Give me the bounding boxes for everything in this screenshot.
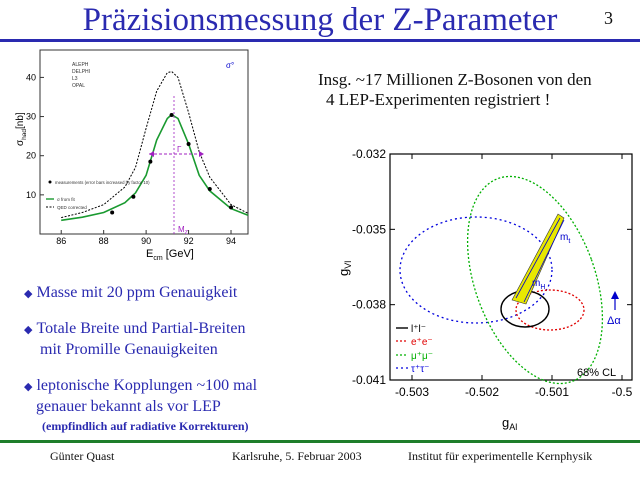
legend-experiment: L3	[72, 76, 78, 82]
data-point	[229, 205, 234, 210]
x-tick-label: 92	[184, 236, 194, 246]
plot-frame	[39, 49, 249, 235]
footer-date: Karlsruhe, 5. Februar 2003	[232, 449, 362, 463]
x-tick-label: 88	[99, 236, 109, 246]
data-point	[110, 210, 115, 215]
x-tick-label: -0.501	[535, 385, 569, 399]
qed-corrected-curve	[61, 70, 249, 219]
diamond-icon: ◆	[24, 324, 33, 336]
svg-text:gVl: gVl	[336, 261, 353, 276]
legend-experiment: ALEPH	[72, 62, 89, 68]
y-axis-label: σ	[15, 139, 26, 146]
mass-label: M	[178, 225, 185, 234]
y-tick-label: 20	[26, 151, 36, 161]
data-point	[148, 159, 153, 164]
electron-contour	[515, 289, 585, 331]
bullet-text-cont: mit Promille Genauigkeiten	[40, 341, 218, 358]
footer-institute: Institut für experimentelle Kernphysik	[408, 449, 593, 463]
x-axis-subscript: Al	[509, 422, 517, 432]
fit-curve	[61, 113, 249, 222]
x-axis-subscript: cm	[153, 255, 163, 262]
legend-entry: e⁺e⁻	[411, 337, 433, 348]
bullet-text: Masse mit 20 ppm Genauigkeit	[36, 284, 238, 301]
legend: l⁺l⁻ e⁺e⁻ μ⁺μ⁻ τ⁺τ⁻	[396, 324, 433, 375]
x-tick-label: 90	[141, 236, 151, 246]
legend-measurements: measurements (error bars increased by fa…	[55, 180, 150, 185]
bullet-couplings: ◆ leptonische Kopplungen ~100 mal genauer…	[24, 376, 257, 417]
bullet-widths: ◆ Totale Breite und Partial-Breiten mit P…	[24, 319, 246, 360]
width-label: Γ	[177, 145, 182, 154]
footer-divider	[0, 440, 640, 443]
intro-line: Insg. ~17 Millionen Z-Bosonen von den	[318, 70, 592, 89]
legend-entry: μ⁺μ⁻	[411, 351, 433, 362]
data-point	[169, 112, 174, 117]
y-tick-label: -0.035	[352, 222, 386, 236]
y-tick-label: 40	[26, 72, 36, 82]
bullet-mass: ◆ Masse mit 20 ppm Genauigkeit	[24, 283, 237, 304]
y-tick-label: -0.032	[352, 147, 386, 161]
y-axis-unit: [nb]	[15, 112, 26, 129]
y-axis-subscript: Vl	[343, 261, 353, 269]
diamond-icon: ◆	[24, 381, 33, 393]
intro-line: 4 LEP-Experimenten registriert !	[326, 90, 551, 109]
lineshape-chart: 86 88 90 92 94 10 20 30 40 σ° ALEPH DELPHI L3 OP…	[15, 49, 249, 262]
x-tick-label: -0.502	[465, 385, 499, 399]
title-divider	[0, 39, 640, 42]
bullet-text-cont: genauer bekannt als vor LEP	[36, 398, 221, 415]
svg-text:Ecm [GeV]: Ecm [GeV]	[146, 248, 194, 262]
confidence-label: 68% CL	[577, 367, 616, 379]
svg-text:mH: mH	[532, 278, 545, 291]
bullet-text: leptonische Kopplungen ~100 mal	[36, 377, 258, 394]
legend-entry: l⁺l⁻	[411, 324, 426, 335]
footer-author: Günter Quast	[50, 449, 115, 463]
x-axis-unit: [GeV]	[163, 248, 194, 260]
diamond-icon: ◆	[24, 288, 33, 300]
mh-subscript: H	[540, 284, 545, 291]
x-tick-label: -0.503	[395, 385, 429, 399]
delta-alpha-arrow	[611, 291, 619, 310]
slide-title: Präzisionsmessung der Z-Parameter	[82, 2, 558, 38]
data-point	[186, 141, 191, 146]
lower-legend: measurements (error bars increased by fa…	[46, 180, 150, 210]
delta-alpha-label: Δα	[607, 315, 621, 327]
tau-contour	[399, 216, 553, 324]
mh-label: m	[532, 278, 540, 289]
mt-subscript: t	[568, 238, 570, 245]
corner-label: σ°	[226, 61, 234, 70]
x-tick-label: 86	[56, 236, 66, 246]
mass-subscript: Z	[185, 230, 189, 236]
legend-entry: τ⁺τ⁻	[411, 364, 429, 375]
legend-experiment: DELPHI	[72, 69, 90, 75]
legend-fit: σ from fit	[57, 197, 76, 202]
y-axis-subscript: had	[21, 129, 28, 140]
y-axis-label: g	[336, 269, 351, 276]
experiment-legend: ALEPH DELPHI L3 OPAL	[72, 62, 90, 89]
legend-qed: QED corrected	[57, 205, 87, 210]
y-tick-label: -0.038	[352, 298, 386, 312]
mass-annotation: MZ	[173, 96, 189, 236]
svg-text:mt: mt	[560, 232, 570, 245]
width-annotation: Γ	[149, 145, 204, 157]
x-axis-label: g	[502, 415, 509, 430]
legend-experiment: OPAL	[72, 83, 85, 89]
x-axis-label: E	[146, 248, 153, 260]
intro-text: Insg. ~17 Millionen Z-Bosonen von den 4 …	[318, 70, 636, 110]
svg-text:σhad[nb]: σhad[nb]	[15, 112, 28, 146]
data-point	[131, 194, 136, 199]
bullet-text: Totale Breite und Partial-Breiten	[36, 320, 246, 337]
svg-text:MZ: MZ	[178, 225, 189, 236]
y-tick-label: -0.041	[352, 373, 386, 387]
y-tick-label: 10	[26, 190, 36, 200]
x-tick-label: 94	[226, 236, 236, 246]
x-tick-label: -0.5	[612, 385, 633, 399]
note-text: (empfindlich auf radiative Korrekturen)	[42, 419, 249, 433]
svg-text:gAl: gAl	[502, 415, 517, 432]
data-point	[207, 186, 212, 191]
page-number: 3	[604, 8, 613, 28]
couplings-chart: -0.503 -0.502 -0.501 -0.5 -0.032 -0.035 -0.038…	[336, 147, 633, 432]
mt-label: m	[560, 232, 568, 243]
y-tick-label: 30	[26, 112, 36, 122]
plot-frame	[389, 153, 633, 381]
